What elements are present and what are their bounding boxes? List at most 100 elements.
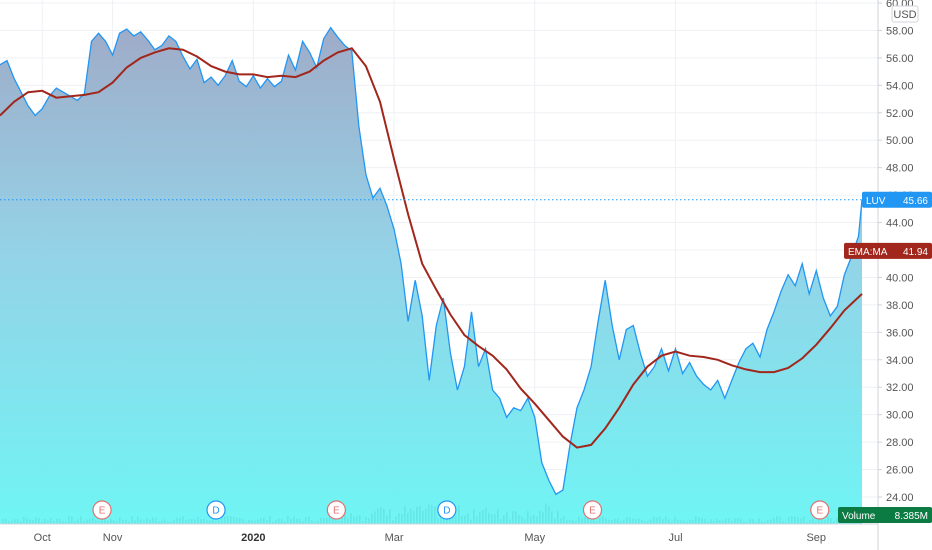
volume-bar: [593, 518, 595, 524]
volume-bar: [506, 512, 508, 524]
volume-bar: [692, 519, 694, 524]
volume-bar: [779, 516, 781, 524]
volume-bar: [308, 516, 310, 524]
volume-bar: [164, 519, 166, 524]
volume-bar: [836, 517, 838, 524]
volume-bar: [245, 521, 247, 524]
volume-bar: [611, 519, 613, 524]
volume-bar: [518, 515, 520, 524]
volume-bar: [371, 513, 373, 524]
event-marker[interactable]: E: [326, 500, 346, 520]
volume-bar: [47, 520, 49, 524]
volume-bar: [209, 520, 211, 524]
volume-bar: [20, 521, 22, 524]
currency-label: USD: [893, 9, 916, 21]
volume-bar: [464, 515, 466, 524]
y-tick-label: 54.00: [886, 80, 914, 92]
volume-bar: [2, 519, 4, 524]
volume-bar: [329, 516, 331, 524]
volume-bar: [317, 521, 319, 524]
volume-bar: [416, 507, 418, 524]
volume-bar: [50, 517, 52, 524]
volume-bar: [533, 514, 535, 524]
volume-bar: [185, 520, 187, 524]
volume-bar: [167, 521, 169, 524]
volume-bar: [746, 521, 748, 524]
volume-bar: [269, 516, 271, 524]
x-tick-label: May: [524, 532, 545, 544]
volume-bar: [62, 520, 64, 524]
volume-bar: [311, 520, 313, 524]
volume-bar: [215, 521, 217, 524]
event-marker[interactable]: E: [810, 500, 830, 520]
currency-button[interactable]: USD: [891, 5, 919, 23]
volume-bar: [539, 510, 541, 524]
volume-bar: [722, 520, 724, 524]
event-marker[interactable]: E: [92, 500, 112, 520]
volume-bar: [299, 519, 301, 524]
volume-bar: [494, 514, 496, 524]
volume-bar: [374, 511, 376, 524]
ema-badge-label: EMA:MA: [848, 247, 888, 258]
volume-bar: [242, 518, 244, 524]
volume-bar: [146, 518, 148, 524]
event-marker[interactable]: E: [582, 500, 603, 520]
volume-bar: [728, 518, 730, 524]
volume-bar: [404, 506, 406, 524]
event-marker[interactable]: D: [206, 500, 226, 520]
volume-bar: [737, 518, 739, 524]
event-marker[interactable]: D: [437, 500, 457, 520]
volume-bar: [788, 516, 790, 524]
volume-bar: [131, 516, 133, 524]
volume-bar: [833, 521, 835, 524]
volume-bar: [125, 519, 127, 524]
volume-bar: [335, 520, 337, 524]
volume-bar: [284, 521, 286, 524]
volume-bar: [683, 520, 685, 524]
volume-bar: [536, 516, 538, 524]
y-tick-label: 34.00: [886, 355, 914, 367]
volume-bar: [755, 521, 757, 524]
volume-bar: [305, 517, 307, 524]
volume-bar: [701, 518, 703, 524]
volume-bar: [596, 521, 598, 524]
event-marker-label: E: [99, 506, 106, 517]
y-tick-label: 58.00: [886, 25, 914, 37]
volume-bar: [785, 521, 787, 524]
volume-bar: [431, 504, 433, 524]
volume-bar: [626, 517, 628, 524]
volume-bar: [116, 521, 118, 524]
y-tick-label: 48.00: [886, 163, 914, 175]
volume-bar: [41, 521, 43, 524]
volume-bar: [584, 517, 586, 524]
volume-bar: [524, 519, 526, 524]
volume-bar: [605, 518, 607, 524]
volume-bar: [278, 518, 280, 524]
volume-bar: [14, 519, 16, 524]
volume-bar: [176, 517, 178, 524]
volume-bar: [638, 518, 640, 524]
volume-bar: [608, 519, 610, 524]
volume-bar: [437, 518, 439, 524]
volume-bar: [248, 520, 250, 524]
time-axis[interactable]: Oct Nov 2020 Mar May Jul Sep: [34, 532, 826, 544]
volume-bar: [530, 516, 532, 524]
volume-bar: [500, 519, 502, 524]
volume-bar: [254, 520, 256, 524]
volume-bar: [791, 516, 793, 524]
volume-bar: [221, 517, 223, 524]
volume-bar: [128, 521, 130, 524]
volume-bar: [119, 517, 121, 524]
price-badge-value: 45.66: [903, 196, 928, 207]
volume-bar: [338, 521, 340, 524]
volume-bar: [830, 518, 832, 524]
volume-bar: [260, 517, 262, 524]
volume-bar: [560, 518, 562, 524]
volume-bar: [527, 511, 529, 524]
volume-bar: [659, 516, 661, 524]
volume-bar: [650, 519, 652, 524]
x-tick-label: 2020: [241, 532, 265, 544]
volume-bar: [653, 516, 655, 524]
